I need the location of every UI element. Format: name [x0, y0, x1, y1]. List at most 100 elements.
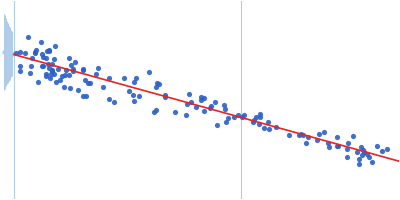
Point [27, 72, 33, 75]
Point [303, 142, 309, 145]
Point [250, 120, 256, 123]
Point [207, 106, 213, 109]
Point [162, 96, 168, 99]
Point [49, 68, 56, 71]
Point [80, 69, 86, 72]
Point [188, 100, 194, 103]
Point [130, 94, 136, 97]
Point [224, 117, 231, 120]
Point [364, 152, 370, 155]
Point [39, 64, 45, 67]
Point [54, 67, 61, 71]
Point [344, 156, 350, 159]
Point [250, 119, 257, 122]
Point [126, 89, 133, 92]
Point [358, 146, 364, 149]
Point [53, 80, 59, 83]
Point [67, 86, 74, 89]
Point [66, 57, 72, 60]
Point [80, 67, 86, 70]
Point [154, 81, 160, 84]
Point [366, 155, 372, 158]
Point [120, 77, 127, 80]
Point [354, 150, 360, 154]
Point [48, 69, 55, 73]
Point [161, 93, 168, 96]
Point [286, 133, 292, 137]
Point [221, 104, 227, 107]
Point [32, 51, 38, 54]
Point [156, 82, 162, 85]
Point [384, 147, 391, 150]
Point [66, 73, 72, 76]
Point [70, 67, 76, 70]
Point [17, 69, 24, 72]
Point [343, 147, 350, 151]
Point [46, 67, 52, 70]
Point [29, 57, 35, 60]
Point [74, 88, 81, 92]
Point [223, 121, 230, 124]
Point [39, 52, 46, 55]
Point [68, 63, 74, 66]
Point [296, 134, 302, 137]
Point [222, 108, 228, 111]
Point [25, 35, 31, 38]
Point [133, 76, 140, 80]
Point [110, 100, 117, 103]
Point [335, 144, 342, 147]
Point [28, 65, 34, 68]
Point [85, 81, 92, 84]
Point [193, 106, 199, 109]
Point [43, 56, 50, 60]
Point [198, 95, 204, 98]
Point [59, 74, 66, 78]
Point [151, 110, 157, 113]
Point [334, 135, 340, 139]
Point [87, 82, 93, 85]
Point [265, 120, 272, 124]
Point [253, 116, 259, 119]
Point [214, 123, 220, 126]
Point [212, 101, 218, 104]
Point [325, 141, 331, 145]
Point [40, 55, 46, 59]
Point [47, 73, 54, 76]
Point [314, 138, 320, 141]
Point [326, 146, 332, 149]
Point [360, 148, 366, 152]
Point [305, 136, 312, 139]
Point [62, 73, 68, 76]
Point [350, 134, 356, 137]
Point [106, 77, 113, 80]
Point [131, 81, 137, 84]
Point [266, 127, 272, 131]
Point [72, 61, 78, 64]
Point [316, 132, 322, 135]
Point [146, 71, 152, 74]
Point [200, 96, 207, 100]
Point [46, 49, 52, 52]
Point [256, 116, 263, 119]
Point [334, 145, 340, 148]
Point [42, 73, 49, 76]
Point [273, 125, 280, 129]
Point [374, 144, 380, 147]
Point [69, 69, 76, 72]
Point [94, 67, 101, 70]
Point [62, 68, 69, 71]
Point [106, 97, 112, 100]
Point [235, 113, 241, 116]
Point [361, 150, 367, 154]
Point [256, 113, 263, 116]
Point [13, 51, 20, 54]
Point [51, 72, 57, 75]
Point [57, 78, 63, 81]
Point [321, 130, 327, 133]
Point [32, 51, 38, 54]
Point [47, 76, 53, 79]
Point [38, 41, 44, 44]
Point [197, 99, 204, 102]
Point [183, 114, 190, 117]
Point [153, 85, 159, 88]
